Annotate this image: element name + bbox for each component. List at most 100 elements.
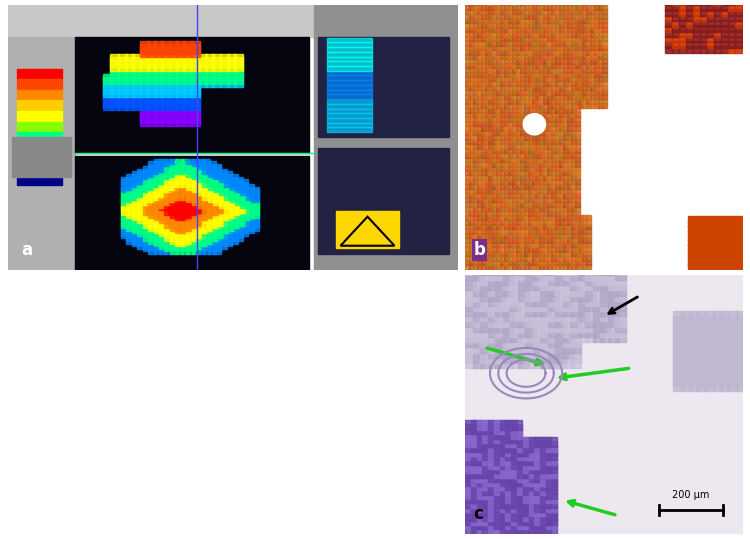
Bar: [540, 510, 551, 521]
Bar: [516, 18, 520, 23]
Bar: [543, 9, 548, 15]
Bar: [585, 291, 596, 301]
Bar: [493, 76, 497, 81]
Bar: [477, 264, 482, 270]
Bar: [527, 18, 532, 23]
Bar: [532, 306, 544, 316]
Bar: [516, 103, 520, 108]
Bar: [191, 238, 200, 244]
Bar: [212, 80, 221, 87]
Bar: [148, 174, 156, 179]
Bar: [540, 353, 551, 363]
Bar: [504, 121, 509, 126]
Bar: [548, 215, 552, 220]
Bar: [516, 219, 520, 225]
Bar: [504, 237, 509, 243]
Bar: [465, 116, 470, 122]
Bar: [208, 246, 216, 251]
Bar: [465, 285, 476, 295]
Bar: [159, 208, 167, 213]
Bar: [543, 108, 548, 113]
Bar: [516, 233, 520, 238]
Bar: [140, 44, 148, 51]
Bar: [602, 85, 607, 91]
Bar: [517, 489, 528, 499]
Bar: [598, 45, 603, 50]
Bar: [551, 229, 556, 234]
Bar: [476, 433, 488, 443]
Bar: [142, 212, 151, 218]
Bar: [219, 171, 226, 177]
Bar: [555, 54, 560, 59]
Bar: [615, 301, 626, 311]
Bar: [551, 170, 556, 176]
Bar: [465, 327, 476, 337]
Bar: [481, 157, 486, 162]
Bar: [127, 238, 134, 244]
Bar: [592, 291, 604, 301]
Bar: [164, 195, 172, 200]
Bar: [602, 9, 607, 15]
Bar: [465, 134, 470, 140]
Bar: [121, 225, 129, 231]
Bar: [186, 184, 194, 190]
Bar: [159, 195, 167, 200]
Bar: [562, 301, 574, 311]
Bar: [555, 301, 566, 311]
Bar: [197, 179, 205, 184]
Bar: [476, 523, 488, 534]
Bar: [508, 0, 513, 5]
Bar: [524, 112, 529, 118]
Bar: [504, 246, 509, 252]
Bar: [527, 192, 532, 198]
Bar: [240, 220, 248, 226]
Bar: [208, 225, 216, 231]
Bar: [608, 311, 619, 321]
Bar: [181, 164, 189, 169]
Bar: [465, 485, 476, 495]
Bar: [142, 179, 151, 184]
Bar: [127, 195, 134, 200]
Bar: [472, 347, 484, 358]
Bar: [543, 58, 548, 64]
Bar: [137, 244, 146, 249]
Bar: [583, 246, 587, 252]
Bar: [504, 89, 509, 95]
Bar: [615, 270, 626, 280]
Bar: [664, 0, 672, 5]
Bar: [681, 366, 692, 376]
Bar: [508, 251, 513, 256]
Bar: [551, 202, 556, 207]
Bar: [500, 153, 506, 157]
Bar: [159, 210, 167, 215]
Bar: [465, 219, 470, 225]
Bar: [224, 171, 232, 177]
Bar: [517, 523, 528, 534]
Bar: [469, 45, 474, 50]
Bar: [559, 255, 564, 260]
Bar: [523, 519, 534, 529]
Bar: [571, 116, 576, 122]
Bar: [532, 175, 536, 180]
Bar: [170, 220, 178, 226]
Bar: [181, 220, 189, 226]
Bar: [472, 337, 484, 347]
Bar: [594, 63, 599, 68]
Bar: [525, 301, 536, 311]
Bar: [495, 291, 506, 301]
Bar: [169, 54, 178, 61]
Bar: [555, 229, 560, 234]
Bar: [484, 89, 490, 95]
Bar: [488, 27, 494, 32]
Bar: [525, 280, 536, 291]
Bar: [480, 342, 491, 353]
Bar: [520, 40, 525, 46]
Bar: [503, 270, 514, 280]
Bar: [562, 31, 568, 37]
Bar: [198, 71, 207, 77]
Bar: [488, 161, 494, 167]
Bar: [488, 184, 494, 189]
Bar: [16, 100, 62, 111]
Bar: [465, 85, 470, 91]
Bar: [562, 9, 568, 15]
